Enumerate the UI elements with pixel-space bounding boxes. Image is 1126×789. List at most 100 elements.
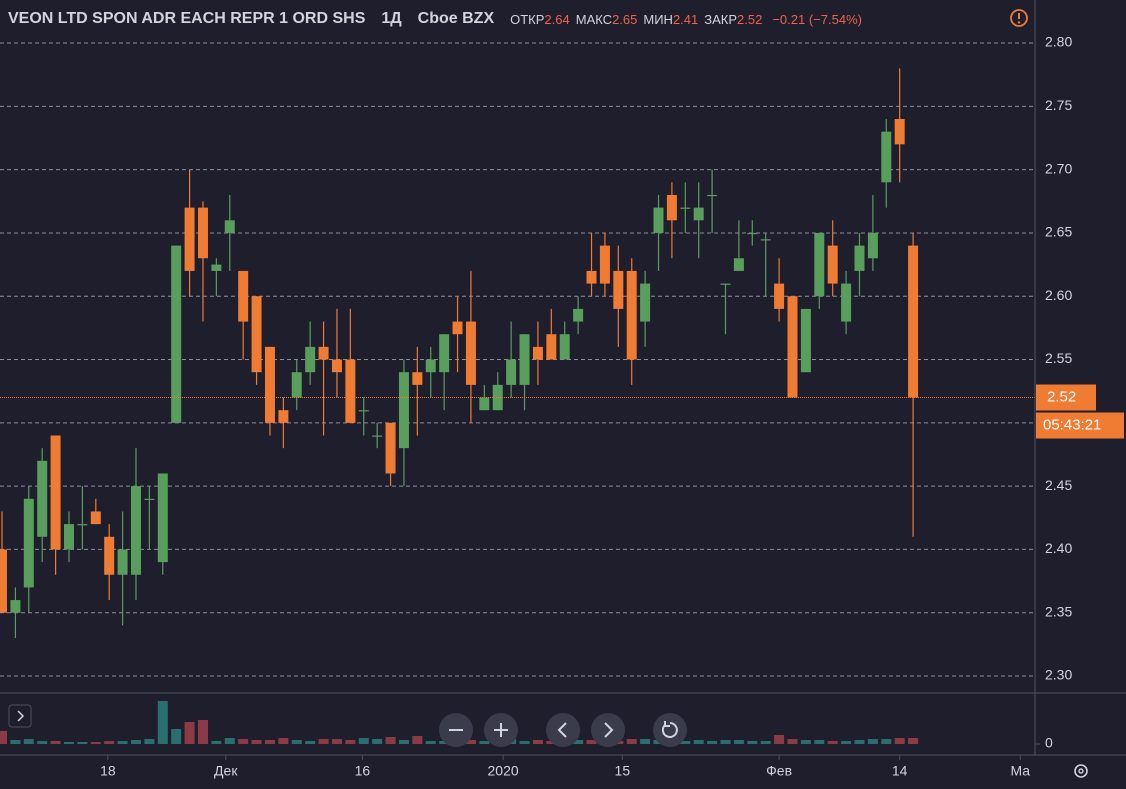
zoom-in-button[interactable]: [484, 713, 518, 747]
volume-bar: [532, 740, 543, 744]
volume-bar: [586, 740, 597, 744]
candle-body: [559, 334, 570, 360]
volume-bar: [707, 741, 718, 744]
volume-bar: [854, 740, 865, 744]
ohlc-item: МИН2.41: [643, 12, 698, 27]
volume-bar: [881, 739, 892, 744]
volume-bar: [291, 740, 302, 744]
candle-body: [318, 346, 329, 360]
ohlc-item: ОТКР2.64: [510, 12, 570, 27]
candle-body: [707, 194, 718, 197]
y-tick-label: 2.60: [1045, 287, 1072, 303]
volume-bar: [720, 740, 731, 744]
candle-body: [345, 359, 356, 423]
candle-body: [372, 435, 383, 437]
volume-bar: [747, 741, 758, 744]
zoom-out-button[interactable]: [439, 713, 473, 747]
ohlc-label: ОТКР: [510, 11, 545, 27]
volume-bar: [331, 739, 342, 744]
ohlc-value: 2.41: [672, 11, 699, 27]
button-bg: [653, 713, 687, 747]
volume-bar: [867, 739, 878, 744]
volume-bar: [372, 739, 383, 744]
volume-bar: [465, 740, 476, 744]
ohlc-value: 2.64: [544, 11, 570, 27]
candle-body: [197, 207, 208, 259]
volume-bar: [278, 738, 289, 744]
expand-arrow: [17, 710, 25, 722]
candle-body: [77, 524, 88, 526]
candle-body: [640, 283, 651, 322]
candle-body: [841, 283, 852, 322]
y-tick-label: 2.70: [1045, 160, 1072, 176]
volume-bar: [224, 738, 235, 744]
volume-bar: [130, 740, 141, 744]
alert-dot: [1017, 21, 1021, 24]
volume-bar: [157, 701, 168, 744]
candle-body: [104, 536, 115, 575]
alert-icon[interactable]: [1010, 9, 1028, 27]
candle-body: [64, 524, 74, 550]
x-tick-label: Дек: [214, 763, 238, 779]
volume-bar: [251, 740, 262, 744]
volume-bar: [90, 742, 101, 744]
interval[interactable]: 1Д: [381, 10, 402, 27]
candle-body: [171, 245, 182, 423]
candle-body: [693, 207, 704, 221]
candle-body: [184, 207, 195, 271]
volume-bar: [439, 741, 450, 744]
expand-box: [8, 704, 32, 728]
volume-bar: [238, 739, 249, 744]
volume-bar: [77, 742, 88, 744]
volume-bar: [23, 739, 34, 744]
candle-body: [398, 372, 409, 449]
volume-bar: [519, 741, 530, 744]
volume-bar: [412, 736, 423, 744]
candle-body: [157, 473, 168, 563]
last-price-label: 2.52: [1047, 388, 1076, 405]
y-tick-label: 2.55: [1045, 350, 1072, 366]
volume-bar: [171, 729, 182, 744]
scroll-left-button[interactable]: [546, 713, 580, 747]
candle-body: [331, 359, 342, 373]
ohlc-label: ЗАКР: [704, 11, 738, 27]
volume-bar: [398, 740, 409, 744]
candle-body: [452, 321, 463, 335]
last-price-box: [1036, 384, 1096, 411]
candle-body: [305, 346, 316, 373]
x-tick-label: Фев: [766, 763, 792, 779]
candle-body: [800, 308, 811, 373]
volume-bar: [774, 735, 785, 744]
candle-body: [774, 283, 785, 309]
gear-icon: [1074, 764, 1088, 778]
candle-body: [908, 245, 919, 398]
candle-body: [867, 232, 878, 259]
candle-body: [251, 296, 262, 373]
candle-body: [653, 207, 664, 233]
y-tick-label: 2.75: [1045, 97, 1072, 113]
candle-body: [291, 372, 302, 398]
candle-body: [492, 384, 503, 411]
candle-body: [37, 460, 48, 537]
countdown-label: 05:43:21: [1043, 416, 1101, 433]
candle-body: [412, 372, 423, 385]
countdown-box: [1036, 412, 1124, 439]
gear-hub: [1078, 768, 1084, 774]
volume-bar: [385, 737, 396, 744]
volume-bar: [64, 742, 74, 744]
candle-body: [278, 410, 289, 423]
ohlc-item: ЗАКР2.52: [704, 12, 762, 27]
candle-body: [130, 486, 141, 575]
settings-button[interactable]: [1074, 764, 1088, 778]
expand-button[interactable]: [8, 704, 32, 728]
candle-body: [506, 359, 517, 385]
candle-body: [90, 511, 101, 525]
plus-icon: [494, 723, 508, 737]
ohlc-value: 2.65: [612, 11, 638, 27]
reset-button[interactable]: [653, 713, 687, 747]
candle-body: [881, 131, 892, 183]
scroll-right-button[interactable]: [591, 713, 625, 747]
y-tick-label: 2.40: [1045, 540, 1072, 556]
candle-body: [626, 270, 637, 360]
